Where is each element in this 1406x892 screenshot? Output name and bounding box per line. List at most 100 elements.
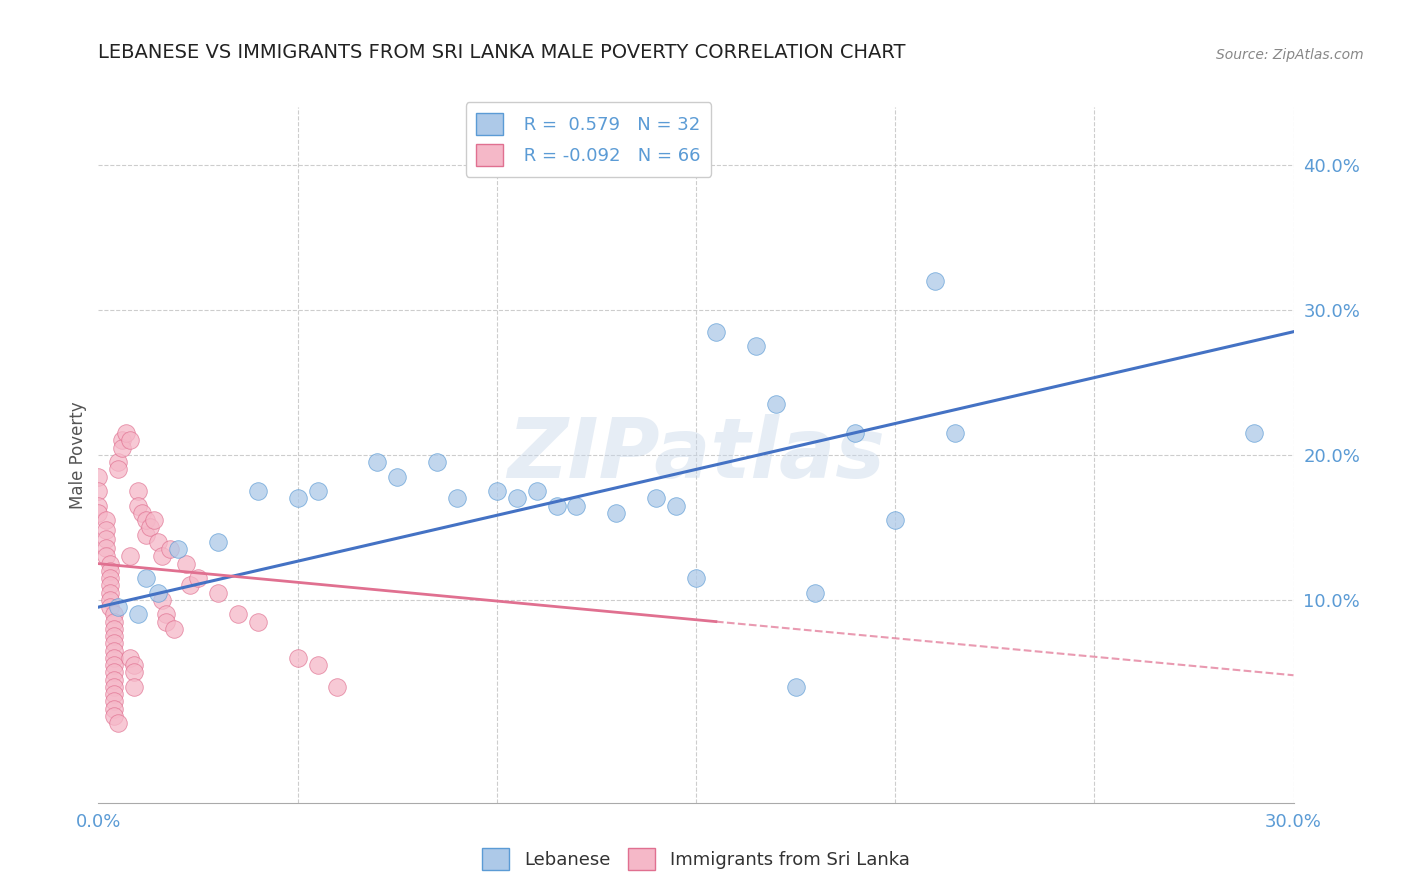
Point [167,542,190,557]
Point [159,542,181,557]
Point [187,571,209,585]
Point [143,513,166,527]
Point [103,651,125,665]
Point [87,499,110,513]
Point [120,549,142,564]
Point [155,615,177,629]
Point [155,607,177,622]
Point [87,469,110,483]
Point [103,687,125,701]
Point [546,499,568,513]
Point [98,578,122,592]
Point [120,651,142,665]
Point [246,615,269,629]
Point [98,600,122,615]
Point [645,491,668,506]
Point [96,549,118,564]
Point [124,665,146,680]
Point [565,499,588,513]
Point [107,600,129,615]
Point [98,571,122,585]
Point [127,499,149,513]
Point [103,615,125,629]
Point [135,527,157,541]
Point [307,484,329,499]
Point [884,513,907,527]
Point [148,585,170,599]
Point [150,549,173,564]
Point [124,658,146,673]
Legend: Lebanese, Immigrants from Sri Lanka: Lebanese, Immigrants from Sri Lanka [475,841,917,877]
Point [163,622,186,636]
Point [127,607,149,622]
Point [96,532,118,546]
Point [103,643,125,657]
Point [124,680,146,694]
Point [804,585,827,599]
Point [103,673,125,687]
Point [103,622,125,636]
Point [103,680,125,694]
Point [179,578,201,592]
Point [87,484,110,499]
Point [98,592,122,607]
Point [131,506,153,520]
Point [111,434,134,448]
Point [135,571,157,585]
Point [103,694,125,708]
Point [107,716,129,731]
Point [174,557,197,571]
Point [287,651,309,665]
Point [103,607,125,622]
Point [103,665,125,680]
Point [96,541,118,555]
Point [785,680,807,694]
Point [385,469,409,483]
Text: ZIPatlas: ZIPatlas [508,415,884,495]
Point [120,434,142,448]
Point [207,534,229,549]
Point [685,571,707,585]
Point [765,397,787,411]
Text: Source: ZipAtlas.com: Source: ZipAtlas.com [1216,48,1364,62]
Point [107,462,129,476]
Point [665,499,688,513]
Point [103,658,125,673]
Point [103,708,125,723]
Point [943,426,966,441]
Point [98,564,122,578]
Point [148,534,170,549]
Point [526,484,548,499]
Point [115,426,138,441]
Point [207,585,229,599]
Point [426,455,449,469]
Point [844,426,866,441]
Point [704,325,727,339]
Point [127,484,149,499]
Point [366,455,388,469]
Point [139,520,162,534]
Point [135,513,157,527]
Point [246,484,269,499]
Point [307,658,329,673]
Point [924,274,946,288]
Point [111,441,134,455]
Text: LEBANESE VS IMMIGRANTS FROM SRI LANKA MALE POVERTY CORRELATION CHART: LEBANESE VS IMMIGRANTS FROM SRI LANKA MA… [98,44,905,62]
Point [103,701,125,715]
Y-axis label: Male Poverty: Male Poverty [69,401,87,508]
Point [605,506,627,520]
Point [96,523,118,537]
Point [87,506,110,520]
Point [506,491,529,506]
Point [326,680,349,694]
Point [103,629,125,643]
Point [287,491,309,506]
Point [98,585,122,599]
Point [745,339,768,353]
Point [107,455,129,469]
Point [98,557,122,571]
Point [103,636,125,650]
Point [96,513,118,527]
Point [446,491,468,506]
Point [485,484,508,499]
